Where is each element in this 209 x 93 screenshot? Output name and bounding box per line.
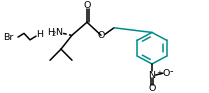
Text: +: +: [156, 70, 162, 76]
Text: N: N: [55, 28, 62, 37]
Text: Br: Br: [3, 33, 13, 42]
Text: O: O: [162, 69, 170, 78]
Text: O: O: [97, 31, 105, 40]
Text: H: H: [47, 28, 54, 37]
Text: O: O: [83, 1, 91, 10]
Text: H: H: [37, 30, 43, 39]
Text: N: N: [149, 71, 155, 80]
Text: O: O: [148, 84, 156, 93]
Text: -: -: [170, 66, 173, 76]
Text: 2: 2: [51, 31, 56, 37]
